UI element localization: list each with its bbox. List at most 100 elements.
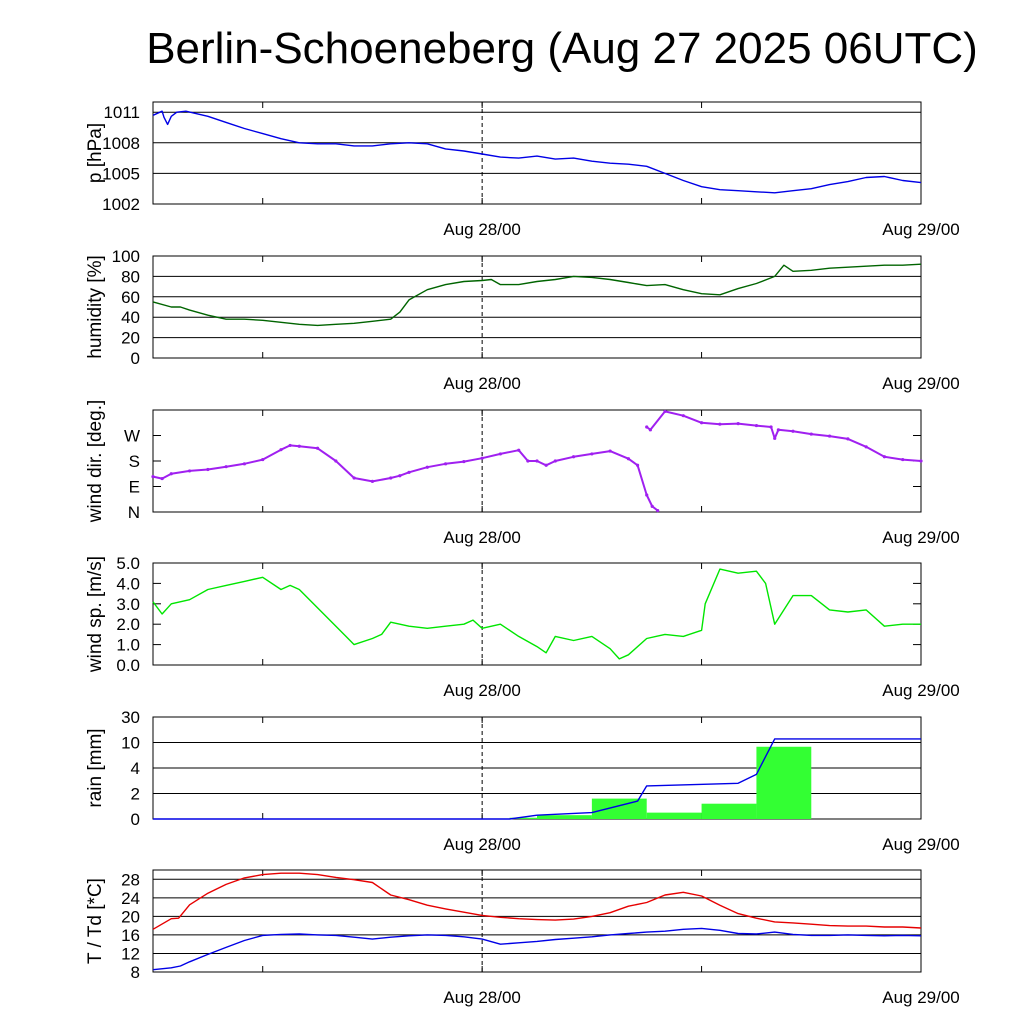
rain-x-tick-label: Aug 28/00: [443, 835, 521, 854]
pressure-axis-label: p [hPa]: [85, 123, 106, 183]
wind-direction-data-point: [206, 467, 210, 472]
wind-direction-data-point: [650, 504, 654, 508]
wind-direction-data-point: [224, 465, 228, 469]
wind-direction-series-line: [152, 444, 659, 512]
wind-direction-y-tick-label: S: [129, 452, 140, 471]
wind-speed-series-line: [152, 568, 921, 660]
wind-speed-plot-frame: [152, 562, 922, 666]
wind-direction-x-tick-label: Aug 28/00: [443, 528, 521, 547]
wind-direction-data-point: [776, 428, 780, 432]
wind-direction-data-point: [769, 425, 773, 429]
humidity-axis-label: humidity [%]: [85, 255, 106, 358]
wind-direction-data-point: [544, 463, 548, 467]
humidity-x-tick-label: Aug 28/00: [443, 374, 521, 393]
wind-direction-data-point: [370, 479, 375, 483]
humidity-y-tick-label: 100: [112, 247, 140, 266]
temperature-y-tick-label: 8: [131, 963, 140, 982]
humidity-y-tick-label: 60: [121, 288, 140, 307]
wind-direction-data-point: [480, 456, 484, 460]
wind-direction-data-point: [553, 459, 557, 463]
rain-y-tick-label: 10: [121, 734, 140, 753]
humidity-y-tick-label: 40: [121, 308, 140, 327]
wind-direction-x-tick-label: Aug 29/00: [882, 528, 960, 547]
wind-speed-y-tick-label: 5.0: [116, 554, 140, 573]
wind-direction-data-point: [681, 414, 685, 418]
wind-direction-data-point: [352, 476, 356, 480]
wind-direction-data-point: [261, 457, 265, 462]
pressure-y-tick-label: 1008: [102, 134, 140, 153]
pressure-y-tick-label: 1005: [102, 164, 140, 183]
wind-direction-data-point: [791, 429, 795, 433]
wind-direction-data-point: [334, 459, 338, 463]
humidity-series-line: [152, 263, 922, 327]
wind-direction-data-point: [699, 421, 704, 425]
humidity-y-tick-label: 20: [121, 329, 140, 348]
humidity-y-tick-label: 0: [131, 349, 140, 368]
wind-direction-data-point: [288, 443, 292, 448]
wind-direction-data-point: [517, 448, 521, 452]
wind-direction-data-point: [398, 474, 402, 478]
wind-speed-y-tick-label: 4.0: [116, 574, 140, 593]
wind-direction-data-point: [919, 459, 923, 463]
temperature-series-line: [152, 927, 922, 971]
wind-direction-data-point: [773, 436, 777, 440]
wind-speed-x-tick-label: Aug 28/00: [443, 681, 521, 700]
wind-direction-data-point: [809, 432, 813, 436]
temperature-series-line: [152, 872, 922, 930]
wind-direction-data-point: [462, 459, 466, 464]
wind-direction-data-point: [626, 457, 631, 461]
wind-direction-data-point: [590, 452, 594, 456]
wind-direction-data-point: [645, 425, 649, 429]
pressure-x-tick-label: Aug 28/00: [443, 220, 521, 239]
wind-speed-y-tick-label: 2.0: [116, 615, 140, 634]
chart-title: Berlin-Schoeneberg (Aug 27 2025 06UTC): [146, 24, 978, 73]
pressure-x-tick-label: Aug 29/00: [882, 220, 960, 239]
wind-direction-data-point: [169, 472, 173, 476]
temperature-y-tick-label: 12: [121, 944, 140, 963]
temperature-y-tick-label: 16: [121, 926, 140, 945]
rain-y-tick-label: 4: [131, 759, 140, 778]
wind-speed-x-tick-label: Aug 29/00: [882, 681, 960, 700]
wind-direction-data-point: [901, 457, 905, 462]
wind-direction-data-point: [187, 469, 192, 473]
rain-x-tick-label: Aug 29/00: [882, 835, 960, 854]
rain-bar: [537, 815, 592, 819]
wind-speed-axis-label: wind sp. [m/s]: [85, 556, 106, 673]
humidity-x-tick-label: Aug 29/00: [882, 374, 960, 393]
temperature-x-tick-label: Aug 28/00: [443, 988, 521, 1007]
rain-bar: [509, 817, 537, 819]
wind-speed-y-tick-label: 0.0: [116, 656, 140, 675]
wind-direction-data-point: [498, 452, 503, 456]
wind-direction-y-tick-label: W: [124, 427, 140, 446]
wind-direction-data-point: [608, 449, 612, 453]
wind-direction-data-point: [443, 462, 448, 466]
wind-direction-data-point: [754, 423, 759, 428]
rain-bar: [646, 812, 702, 819]
rain-bar: [701, 803, 757, 819]
wind-direction-data-point: [736, 422, 740, 426]
wind-direction-data-point: [663, 409, 667, 414]
wind-direction-axis-label: wind dir. [deg.]: [85, 400, 106, 524]
wind-direction-data-point: [297, 444, 301, 448]
rain-series-line: [153, 738, 921, 820]
wind-direction-data-point: [151, 474, 155, 479]
rain-bar: [756, 746, 812, 819]
wind-direction-data-point: [571, 455, 576, 459]
rain-axis-label: rain [mm]: [85, 728, 106, 807]
wind-direction-data-point: [882, 455, 887, 459]
wind-direction-data-point: [864, 445, 868, 449]
wind-direction-data-point: [827, 434, 832, 438]
temperature-plot-frame: [152, 869, 922, 973]
wind-direction-data-point: [315, 446, 320, 450]
wind-speed-y-tick-label: 1.0: [116, 636, 140, 655]
humidity-y-tick-label: 80: [121, 267, 140, 286]
wind-direction-data-point: [242, 462, 247, 466]
wind-direction-data-point: [407, 470, 411, 474]
pressure-y-tick-label: 1011: [103, 103, 140, 122]
wind-direction-data-point: [846, 437, 850, 441]
wind-direction-data-point: [635, 463, 640, 467]
wind-direction-data-point: [718, 422, 722, 426]
wind-direction-y-tick-label: N: [128, 503, 140, 522]
wind-direction-data-point: [279, 448, 283, 452]
